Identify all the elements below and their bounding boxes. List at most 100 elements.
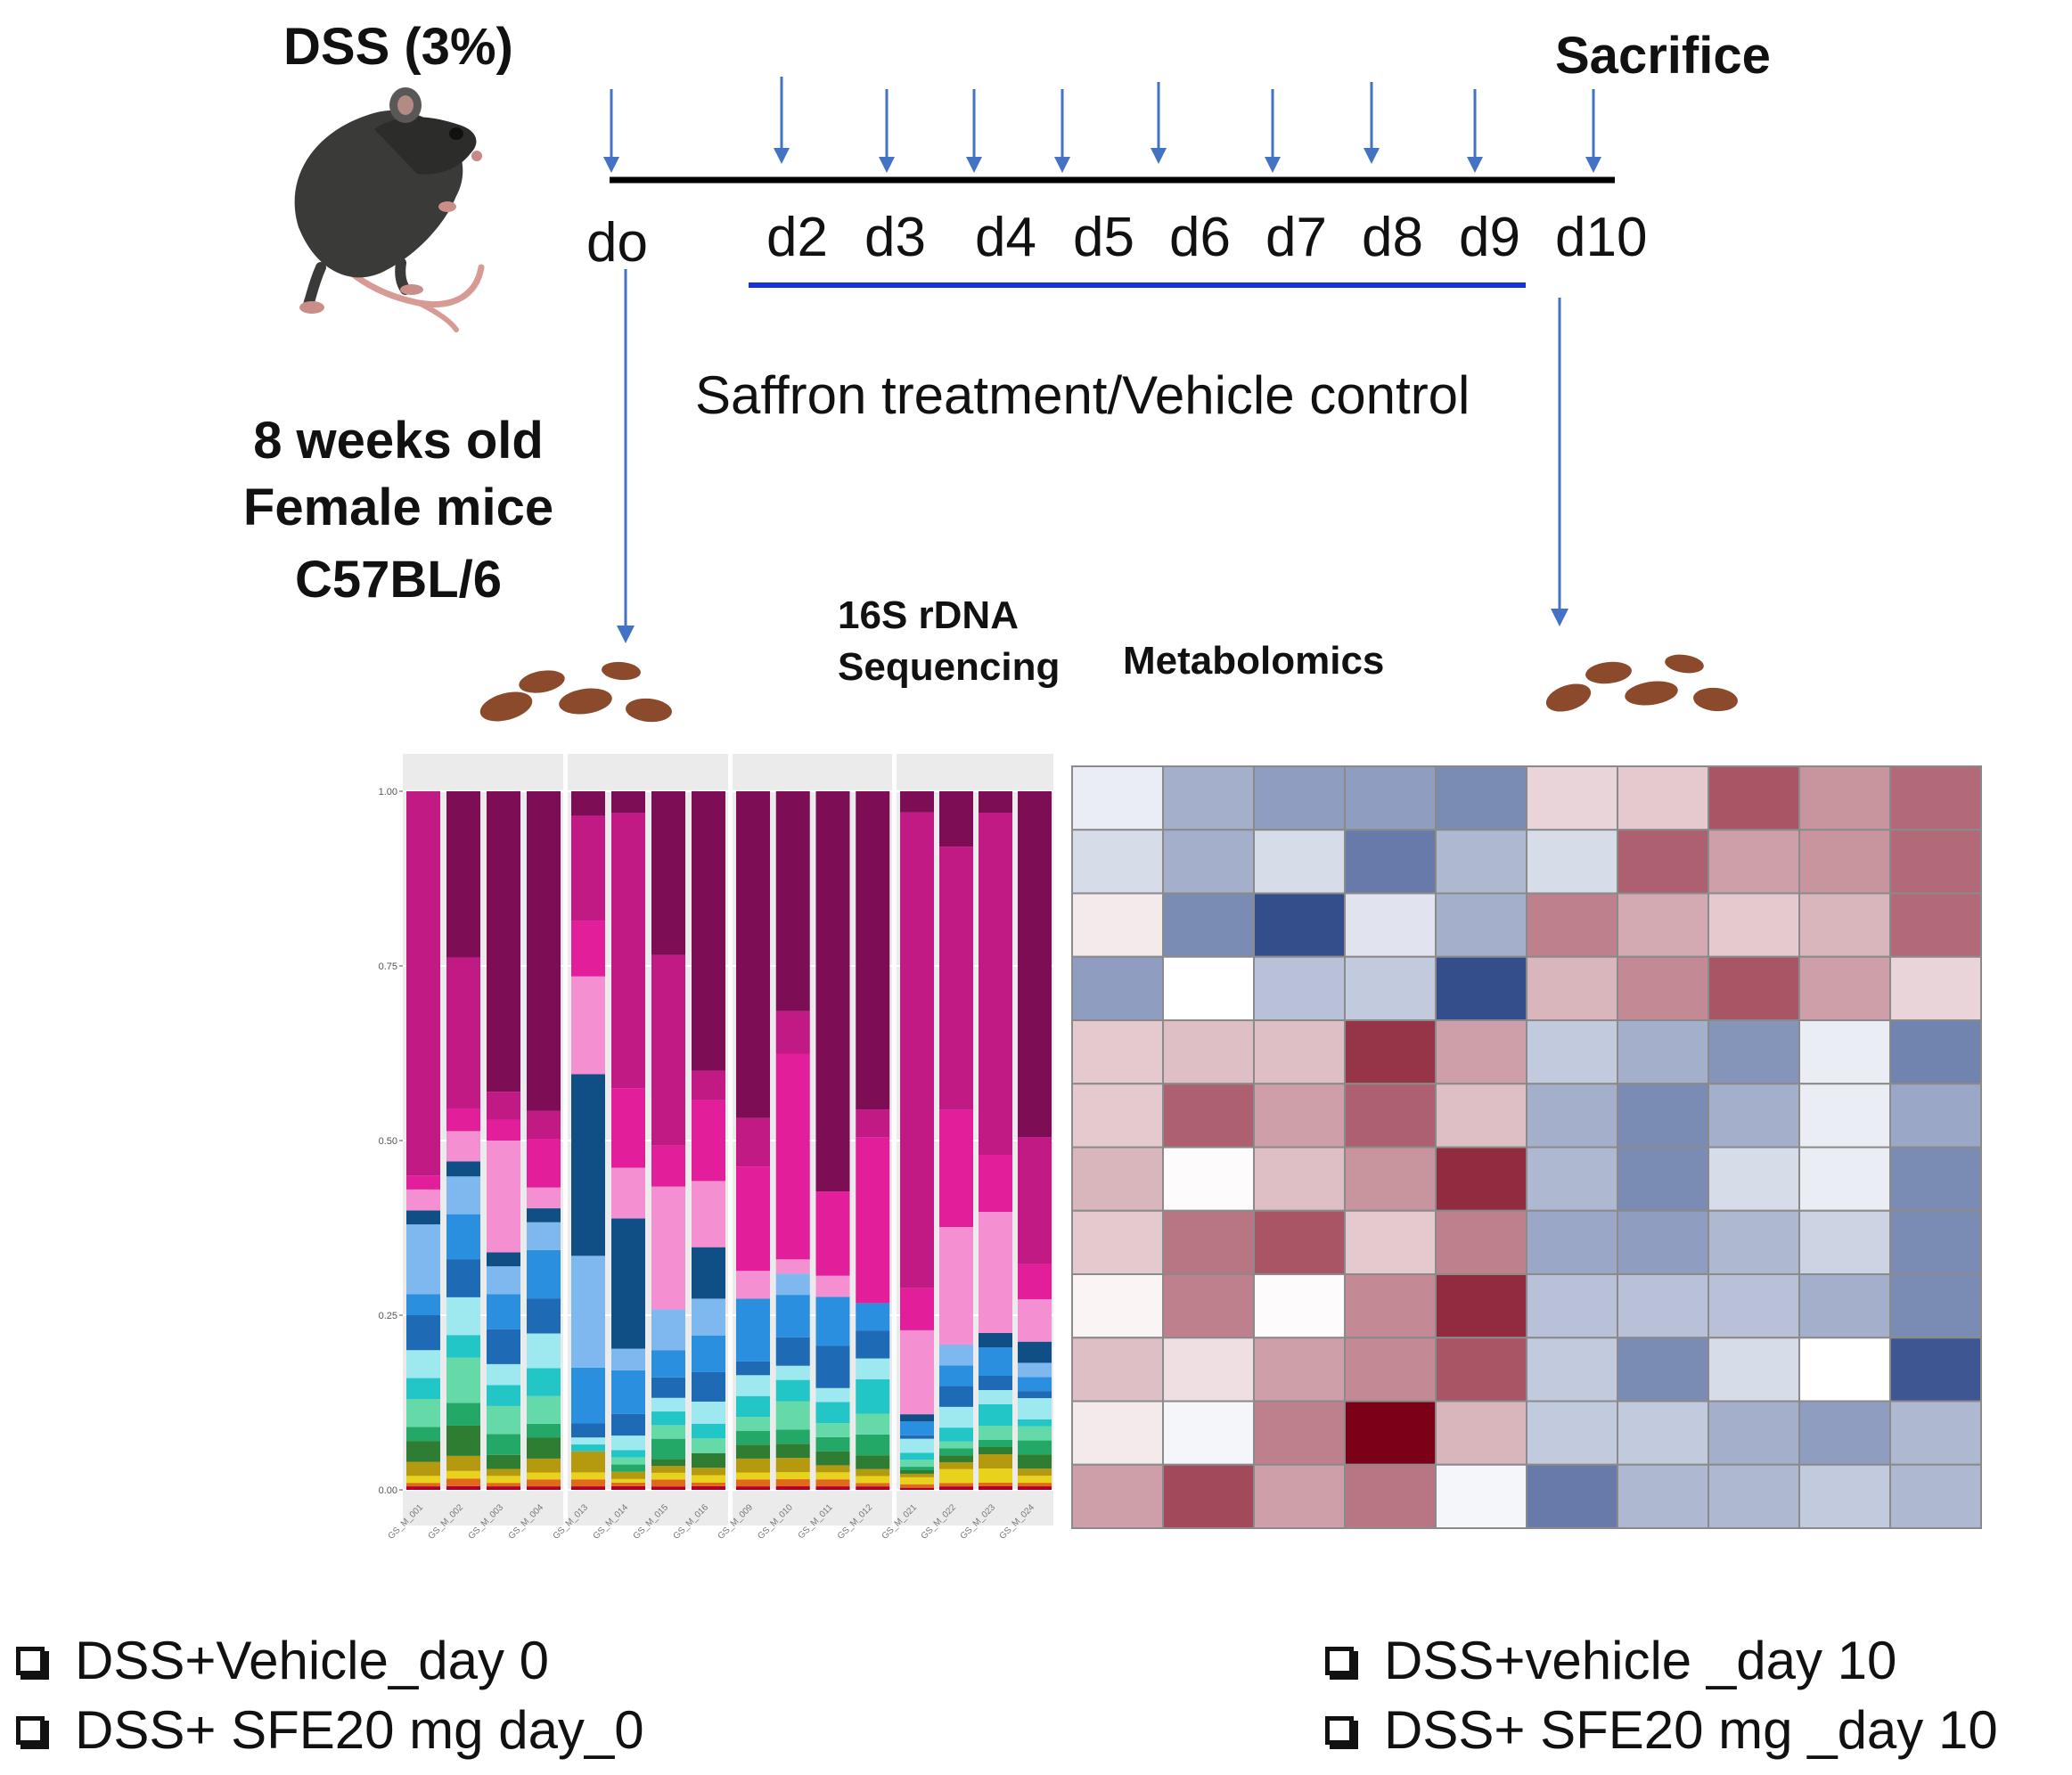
heatmap-cell <box>1344 1083 1437 1149</box>
bar-segment <box>527 1333 561 1369</box>
heatmap-cell <box>1253 955 1346 1021</box>
heatmap-cell <box>1344 1463 1437 1529</box>
heatmap-cell <box>1526 1146 1618 1212</box>
bar-segment <box>775 1365 810 1380</box>
bar-segment <box>900 1460 934 1468</box>
bar-segment <box>939 1486 973 1490</box>
sample-bar <box>900 791 934 1490</box>
heatmap-cell <box>1253 1463 1346 1529</box>
day-label-d0: do <box>586 212 648 274</box>
bar-segment <box>651 1145 685 1187</box>
heatmap-cell <box>1708 1083 1800 1149</box>
bar-segment <box>815 1387 850 1403</box>
bar-segment <box>446 1478 480 1486</box>
bar-segment <box>406 1189 440 1211</box>
heatmap-cell <box>1708 765 1800 831</box>
bar-segment <box>527 1479 561 1487</box>
bar-segment <box>775 1458 810 1473</box>
heatmap-cell <box>1435 1083 1527 1149</box>
bar-segment <box>979 1454 1012 1468</box>
heatmap-cell <box>1071 829 1164 895</box>
bar-segment <box>900 1487 934 1490</box>
mouse-age: 8 weeks old <box>253 412 544 470</box>
bar-segment <box>487 1141 520 1253</box>
bar-segment <box>446 1108 480 1132</box>
bar-segment <box>856 1483 890 1487</box>
day-label-d7: d7 <box>1265 207 1327 268</box>
bar-segment <box>1018 1137 1052 1264</box>
heatmap-cell <box>1071 1463 1164 1529</box>
heatmap-cell <box>1617 765 1709 831</box>
checkbox-icon <box>1325 1716 1354 1745</box>
bar-segment <box>775 1472 810 1480</box>
bar-segment <box>900 1414 934 1422</box>
heatmap-cell <box>1162 1019 1255 1085</box>
heatmap-cell <box>1162 1273 1255 1339</box>
bar-segment <box>856 1486 890 1490</box>
bar-segment <box>611 1457 645 1465</box>
heatmap-cell <box>1253 1400 1346 1466</box>
sample-bar <box>651 791 685 1490</box>
bar-segment <box>979 1426 1012 1440</box>
heatmap-cell <box>1253 1209 1346 1275</box>
heatmap-cell <box>1162 829 1255 895</box>
heatmap-cell <box>1526 1400 1618 1466</box>
bar-segment <box>856 1413 890 1435</box>
heatmap-cell <box>1617 892 1709 958</box>
bar-segment <box>446 1485 480 1490</box>
heatmap-cell <box>1889 892 1982 958</box>
bar-segment <box>651 1377 685 1398</box>
bar-segment <box>446 957 480 1108</box>
sample-bar <box>775 791 810 1490</box>
bar-segment <box>446 1455 480 1471</box>
bar-segment <box>775 1337 810 1366</box>
bar-segment <box>446 1176 480 1215</box>
sampling-arrow-day10 <box>1551 298 1568 626</box>
bar-segment <box>487 1468 520 1476</box>
heatmap-cell <box>1708 1463 1800 1529</box>
heatmap-cell <box>1344 1019 1437 1085</box>
sample-bar <box>939 791 973 1490</box>
bar-segment <box>527 1423 561 1438</box>
heatmap-cell <box>1435 1400 1527 1466</box>
bar-segment <box>736 1298 770 1362</box>
heatmap-cell <box>1253 1273 1346 1339</box>
heatmap-cell <box>1071 1273 1164 1339</box>
day-label-d10: d10 <box>1555 207 1648 268</box>
heatmap-cell <box>1708 1400 1800 1466</box>
bar-segment <box>1018 1299 1052 1342</box>
heatmap-cell <box>1162 1463 1255 1529</box>
bar-segment <box>775 1401 810 1430</box>
bar-segment <box>1018 1483 1052 1487</box>
bar-segment <box>692 1423 725 1439</box>
bar-segment <box>571 791 605 816</box>
bar-segment <box>571 1486 605 1490</box>
bar-segment <box>815 1486 850 1490</box>
heatmap-cell <box>1526 765 1618 831</box>
bar-segment <box>856 1476 890 1484</box>
bar-segment <box>1018 1391 1052 1399</box>
day-label-d5: d5 <box>1073 207 1134 268</box>
bar-segment <box>736 1271 770 1299</box>
bar-segment <box>527 1222 561 1250</box>
heatmap-cell <box>1344 955 1437 1021</box>
bar-segment <box>939 1461 973 1469</box>
heatmap-cell <box>1889 1146 1982 1212</box>
bar-segment <box>487 1454 520 1469</box>
bar-segment <box>815 791 850 1192</box>
bar-segment <box>939 1441 973 1449</box>
heatmap-cell <box>1071 1019 1164 1085</box>
bar-segment <box>692 1438 725 1453</box>
bar-segment <box>446 1470 480 1479</box>
heatmap-cell <box>1889 1400 1982 1466</box>
heatmap-cell <box>1889 829 1982 895</box>
bar-segment <box>527 1472 561 1480</box>
dose-arrow <box>603 89 619 173</box>
dose-arrow <box>1151 82 1167 164</box>
heatmap-cell <box>1798 1400 1891 1466</box>
heatmap-cell <box>1071 1146 1164 1212</box>
bar-segment <box>651 1350 685 1378</box>
bar-segment <box>736 1479 770 1487</box>
bar-segment <box>736 1486 770 1490</box>
bar-segment <box>736 1417 770 1431</box>
